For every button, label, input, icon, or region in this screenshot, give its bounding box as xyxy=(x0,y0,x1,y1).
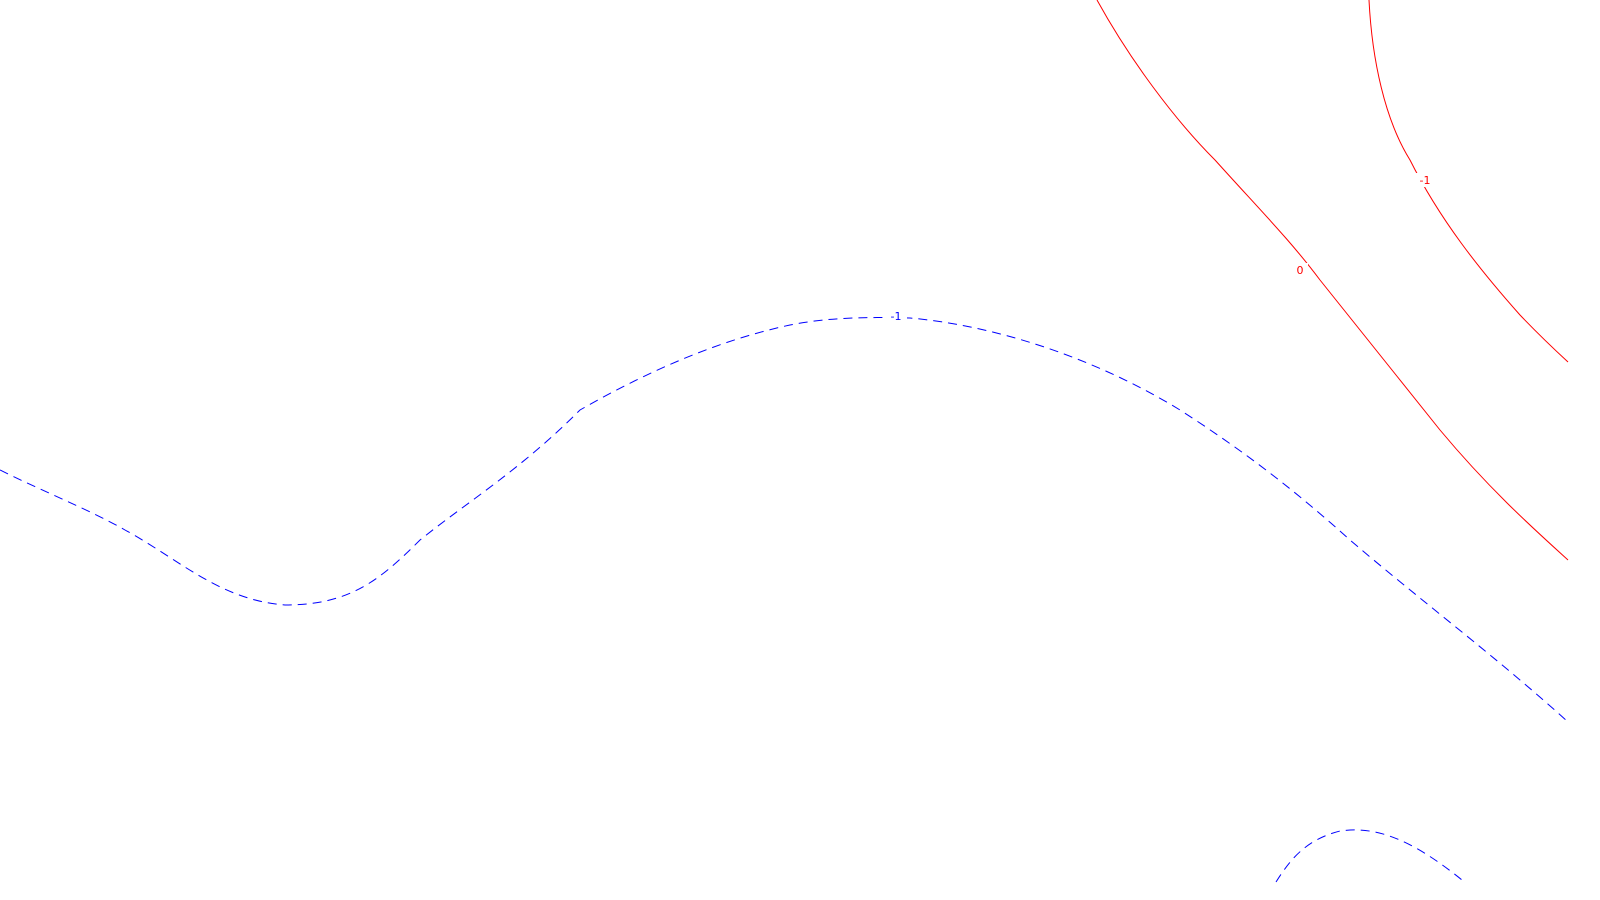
contour-label-blue-neg1: -1 xyxy=(891,310,902,323)
contour-label-red-neg1: -1 xyxy=(1420,174,1431,187)
contour-label-blue-neg1-bg xyxy=(885,309,907,324)
contour-line-blue-neg1 xyxy=(0,317,1569,723)
contour-label-red-neg1-bg xyxy=(1414,173,1436,187)
contour-line-blue-bottom xyxy=(1275,829,1463,883)
contour-line-red-neg1 xyxy=(1368,0,1569,363)
contour-line-0 xyxy=(1096,0,1569,561)
contour-label-0: 0 xyxy=(1297,264,1304,277)
contour-label-0-bg xyxy=(1292,263,1308,277)
